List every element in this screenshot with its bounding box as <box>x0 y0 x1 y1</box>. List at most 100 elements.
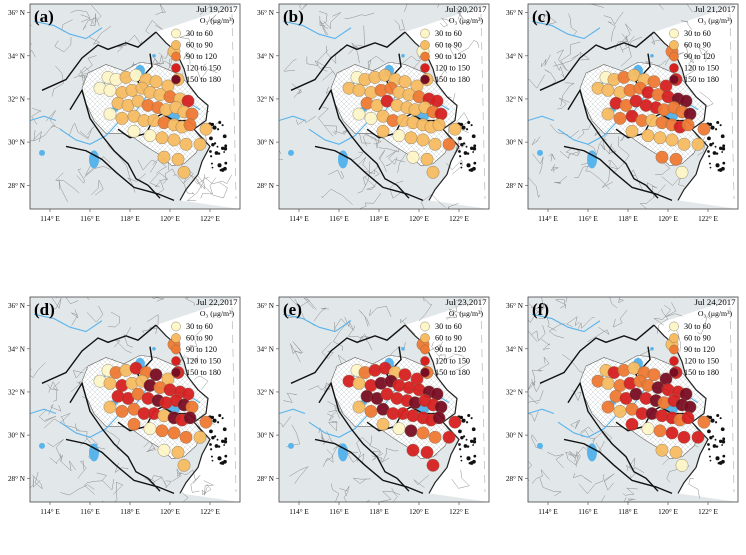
city-border <box>582 429 596 449</box>
legend-label: 30 to 60 <box>684 322 711 331</box>
island <box>210 448 213 451</box>
island <box>709 459 712 462</box>
lon-tick-label: 114° E <box>40 215 60 223</box>
island <box>469 146 474 150</box>
legend-swatch <box>171 51 181 62</box>
island <box>217 152 221 155</box>
lon-tick-label: 116° E <box>578 508 598 516</box>
island <box>708 415 713 420</box>
city-border <box>439 353 454 361</box>
city-border <box>577 123 592 140</box>
city-border <box>528 461 533 470</box>
island <box>210 155 213 158</box>
map-panel-d: 114° E 116° E 118° E 120° E 122° E 36° N 34° N… <box>8 296 241 516</box>
city-border <box>554 61 565 78</box>
city-border <box>650 34 661 46</box>
island <box>463 151 468 155</box>
city-border <box>194 375 209 390</box>
island <box>459 455 462 458</box>
legend-label: 60 to 90 <box>186 41 213 50</box>
station-marker <box>442 137 456 151</box>
lat-tick-label: 34° N <box>8 345 26 353</box>
province-border <box>69 88 149 186</box>
legend-label: 120 to 150 <box>186 357 221 366</box>
lon-tick-label: 120° E <box>160 508 180 516</box>
city-border <box>30 43 36 58</box>
city-border <box>608 143 617 155</box>
city-border <box>123 327 134 348</box>
city-border <box>451 469 470 489</box>
map-panel-c: 114° E 116° E 118° E 120° E 122° E 36° N 34° N… <box>506 3 739 223</box>
station-marker <box>426 458 440 472</box>
island <box>719 417 722 420</box>
city-border <box>364 176 377 190</box>
city-border <box>589 4 605 8</box>
city-border <box>81 55 97 81</box>
city-border <box>595 441 605 453</box>
legend-swatch <box>420 367 430 378</box>
station-marker <box>181 387 195 401</box>
legend-swatch <box>669 356 679 366</box>
island <box>715 163 720 168</box>
island <box>718 146 723 150</box>
island <box>217 163 222 168</box>
lon-tick-label: 118° E <box>618 215 638 223</box>
city-border <box>77 460 87 479</box>
city-border <box>548 153 556 162</box>
lat-tick-label: 32° N <box>257 388 275 396</box>
city-border <box>141 325 158 335</box>
island <box>223 146 228 151</box>
island <box>219 462 222 465</box>
island <box>213 142 217 145</box>
panel-date: Jul 22,2017 <box>196 297 238 307</box>
city-border <box>321 341 334 360</box>
city-border <box>628 457 645 473</box>
city-border <box>587 326 610 343</box>
city-border <box>528 390 544 404</box>
island <box>721 166 725 171</box>
island <box>212 418 217 423</box>
city-border <box>351 42 360 64</box>
station-marker <box>155 131 169 145</box>
lon-tick-label: 122° E <box>449 508 469 516</box>
island <box>214 444 219 448</box>
island <box>459 155 462 158</box>
legend-swatch <box>669 344 679 355</box>
station-marker <box>641 129 655 143</box>
island <box>709 166 712 169</box>
province-border <box>290 324 406 384</box>
map-frame <box>29 3 241 210</box>
station-marker <box>404 424 418 438</box>
city-border <box>381 448 399 463</box>
station-marker <box>647 75 661 89</box>
station-marker <box>115 404 129 418</box>
city-border <box>418 298 433 322</box>
island <box>473 144 477 148</box>
city-border <box>145 20 163 35</box>
lake <box>401 53 405 58</box>
city-border <box>456 7 464 20</box>
city-border <box>566 316 580 327</box>
island <box>458 150 461 153</box>
station-marker <box>697 122 711 136</box>
city-border <box>358 309 370 327</box>
island <box>722 437 726 441</box>
legend-swatch <box>171 356 181 366</box>
island <box>714 128 718 131</box>
lat-tick-label: 32° N <box>506 388 524 396</box>
river <box>282 20 352 40</box>
station-marker <box>127 417 141 431</box>
city-border <box>612 136 630 174</box>
lake <box>152 346 156 351</box>
island <box>462 142 466 145</box>
city-border <box>305 297 317 310</box>
city-border <box>436 69 447 83</box>
city-border <box>440 17 452 28</box>
city-border <box>162 168 176 184</box>
island <box>471 427 476 432</box>
city-border <box>431 341 441 366</box>
city-border <box>574 450 581 467</box>
city-border <box>622 35 635 51</box>
island <box>222 134 227 139</box>
lake <box>650 53 654 58</box>
